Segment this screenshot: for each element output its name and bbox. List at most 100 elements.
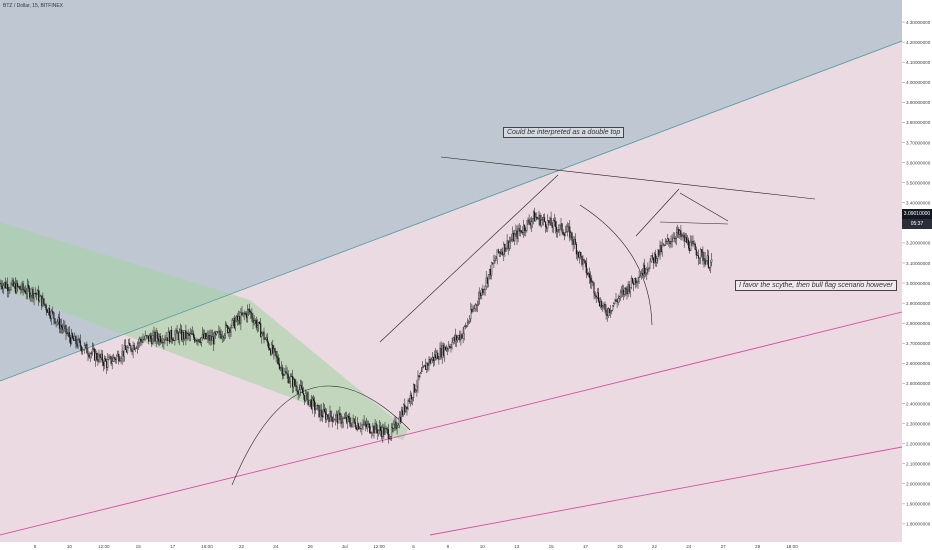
- candle-body: [611, 309, 613, 312]
- candle-body: [232, 317, 234, 321]
- candle-body: [649, 261, 651, 269]
- candle-body: [499, 251, 502, 254]
- rising-trend-line: [379, 174, 559, 343]
- candle-body: [161, 341, 163, 343]
- candle-body: [388, 438, 390, 440]
- candle-body: [344, 417, 346, 419]
- candle-body: [218, 330, 220, 333]
- candle-body: [6, 284, 8, 288]
- candle-body: [530, 221, 532, 226]
- candle-body: [279, 367, 282, 369]
- candle-body: [206, 336, 208, 339]
- candle-body: [596, 292, 598, 298]
- candle-body: [197, 339, 199, 342]
- candle-body: [275, 351, 277, 357]
- price-axis: 4.30000000 4.20000000 4.10000000 4.00000000…: [902, 0, 932, 550]
- candle-body: [4, 282, 7, 288]
- candle-body: [631, 278, 634, 284]
- time-tick-label: 8: [34, 544, 37, 549]
- candle-body: [134, 348, 136, 350]
- candle-body: [46, 309, 48, 313]
- candle-body: [25, 293, 27, 294]
- candle-body: [458, 335, 460, 338]
- candle-body: [487, 274, 489, 284]
- candle-body: [575, 244, 577, 255]
- candle-body: [438, 358, 440, 360]
- candle-body: [96, 352, 98, 360]
- candle-body: [135, 347, 137, 349]
- candle-body: [571, 232, 573, 241]
- candle-body: [414, 384, 416, 392]
- candle-body: [446, 348, 448, 351]
- candle-body: [103, 358, 106, 366]
- candle-body: [389, 436, 392, 439]
- candle-body: [427, 362, 429, 366]
- candle-body: [354, 421, 356, 428]
- candle-body: [539, 214, 541, 226]
- candle-body: [694, 244, 696, 250]
- candle-body: [308, 400, 310, 405]
- candle-body: [452, 337, 454, 343]
- candle-body: [666, 241, 668, 242]
- candle-body: [284, 371, 286, 375]
- candle-body: [44, 303, 46, 306]
- candle-body: [375, 423, 377, 430]
- candle-body: [230, 327, 232, 333]
- candle-body: [624, 287, 626, 295]
- flag-upper-line: [635, 188, 680, 237]
- bar-countdown-tag: 05:37: [902, 219, 932, 229]
- candle-body: [249, 309, 251, 313]
- candle-body: [171, 329, 173, 340]
- candle-body: [145, 335, 147, 337]
- candle-body: [395, 421, 397, 429]
- candle-body: [240, 312, 242, 324]
- candle-body: [387, 429, 389, 439]
- annotation-double-top[interactable]: Could be interpreted as a double top: [503, 127, 625, 138]
- candle-body: [386, 428, 388, 430]
- candle-body: [297, 391, 299, 395]
- candle-body: [155, 332, 157, 342]
- candle-body: [711, 259, 713, 263]
- candle-body: [241, 312, 243, 315]
- candle-body: [216, 331, 218, 335]
- candle-body: [437, 352, 439, 360]
- candle-body: [195, 340, 197, 342]
- price-axis-background: [902, 0, 932, 550]
- candle-body: [603, 304, 605, 306]
- candle-body: [332, 420, 334, 422]
- candle-body: [605, 309, 607, 315]
- candle-body: [493, 260, 495, 264]
- candle-body: [68, 332, 70, 338]
- candle-body: [564, 232, 566, 236]
- candle-body: [63, 326, 65, 330]
- candle-body: [327, 414, 329, 418]
- candle-body: [298, 389, 300, 395]
- candle-body: [658, 249, 660, 256]
- price-tick-label: 2.50000000: [906, 381, 931, 386]
- candle-body: [433, 354, 436, 362]
- candle-body: [205, 333, 207, 339]
- candle-body: [455, 335, 458, 341]
- candle-body: [548, 220, 550, 223]
- candle-body: [112, 357, 114, 362]
- candle-body: [360, 428, 362, 429]
- candle-body: [476, 304, 478, 306]
- candle-body: [593, 282, 595, 294]
- candle-body: [565, 230, 568, 233]
- candle-body: [295, 384, 297, 387]
- annotation-bull-flag[interactable]: I favor the scythe, then bull flag scena…: [735, 280, 897, 291]
- candle-body: [139, 338, 141, 343]
- candle-body: [474, 304, 476, 309]
- candle-body: [365, 424, 367, 427]
- candle-body: [472, 308, 474, 312]
- candle-body: [641, 273, 643, 276]
- candle-body: [67, 332, 69, 334]
- candle-body: [234, 320, 236, 329]
- candle-body: [367, 423, 370, 425]
- time-tick-label: 24: [686, 544, 692, 549]
- candle-body: [226, 324, 228, 326]
- candle-body: [77, 338, 79, 347]
- candle-body: [440, 348, 442, 358]
